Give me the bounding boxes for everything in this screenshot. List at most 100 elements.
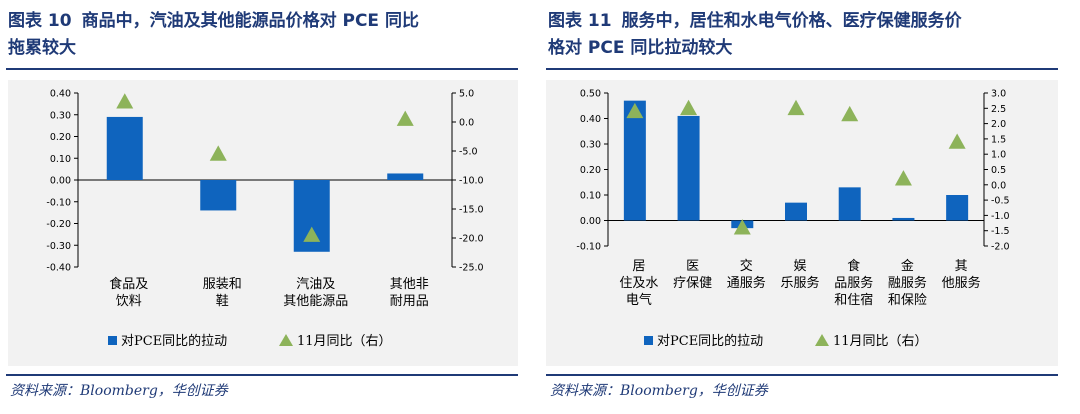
left-tick-label: -0.40	[46, 263, 71, 274]
left-tick-label: -0.30	[46, 241, 71, 252]
chart-title: 图表 10 商品中，汽油及其他能源品价格对 PCE 同比 拖累较大	[8, 8, 419, 62]
category-label: 他服务	[942, 275, 981, 291]
category-label: 汽油及	[296, 277, 335, 292]
legend-triangle-swatch	[279, 334, 293, 346]
triangle-marker	[787, 99, 805, 116]
title-line-2: 拖累较大	[8, 38, 76, 58]
category-label: 耐用品	[390, 294, 429, 309]
left-tick-label: 0.40	[50, 89, 71, 100]
legend-triangle-label: 11月同比（右）	[833, 334, 928, 349]
right-tick-label: 1.0	[991, 150, 1006, 161]
source-rule	[546, 374, 1058, 376]
bar	[200, 180, 237, 211]
left-tick-label: 0.40	[580, 114, 601, 125]
bar	[838, 187, 861, 221]
title-rule	[546, 68, 1058, 70]
right-tick-label: 2.0	[991, 119, 1006, 130]
category-label: 融服务	[888, 275, 927, 291]
bar	[623, 100, 646, 221]
bar	[677, 115, 700, 221]
plot-background	[8, 80, 518, 366]
chart-svg: 0.50 0.40 0.30 0.20 0.10 0.00 -0.10 3.0 2.5 2.0 1.…	[576, 89, 1010, 350]
category-label: 和保险	[888, 293, 927, 308]
right-tick-label: 0.5	[991, 165, 1006, 176]
left-tick-label: -0.10	[576, 242, 601, 253]
triangle-marker	[948, 133, 966, 149]
triangle-marker	[680, 99, 698, 116]
left-tick-label: 0.00	[580, 216, 601, 227]
left-tick-label: 0.10	[580, 191, 601, 202]
category-label: 乐服务	[780, 275, 819, 291]
chart-svg: 0.40 0.30 0.20 0.10 0.00 -0.10 -0.20 -0.30 -0.40…	[46, 89, 484, 350]
bar	[387, 173, 424, 180]
right-tick-label: 0.0	[459, 118, 474, 129]
legend-bar-label: 对PCE同比的拉动	[657, 333, 763, 349]
triangle-marker	[209, 145, 227, 161]
triangle-marker	[733, 219, 751, 235]
category-label: 娱	[793, 259, 806, 274]
category-label: 其他能源品	[283, 294, 348, 309]
source-note: 资料来源：Bloomberg，华创证券	[10, 383, 228, 399]
figure-number: 图表 10	[8, 11, 72, 31]
category-label: 食	[847, 258, 860, 274]
category-label: 食品及	[109, 276, 148, 292]
right-tick-label: -5.0	[459, 147, 478, 158]
bar	[785, 202, 807, 221]
right-tick-label: -1.5	[991, 226, 1010, 237]
category-label: 金	[901, 258, 914, 274]
left-tick-label: -0.20	[46, 219, 71, 230]
left-tick-label: 0.30	[580, 140, 601, 151]
right-tick-label: -25.0	[459, 263, 484, 274]
category-label: 疗保健	[673, 276, 712, 291]
chart-panel-2: 图表 11 服务中，居住和水电气价格、医疗保健服务价 格对 PCE 同比拉动较大 …	[540, 0, 1080, 414]
triangle-marker	[841, 105, 859, 122]
right-tick-label: -20.0	[459, 234, 484, 245]
right-tick-label: 1.5	[991, 134, 1006, 145]
chart-panel-1: 图表 10 商品中，汽油及其他能源品价格对 PCE 同比 拖累较大 0.40 0.3…	[0, 0, 524, 414]
right-tick-label: 2.5	[991, 104, 1006, 115]
legend-triangle-label: 11月同比（右）	[297, 334, 392, 349]
category-label: 品服务	[834, 275, 873, 291]
left-tick-label: 0.20	[580, 165, 601, 176]
title-rule	[6, 68, 518, 70]
source-rule	[6, 374, 518, 376]
triangle-marker	[626, 102, 644, 119]
legend-triangle-swatch	[815, 334, 829, 346]
left-tick-label: 0.50	[580, 89, 601, 100]
bar	[946, 195, 969, 221]
figure-number: 图表 11	[548, 11, 612, 31]
chart-title: 图表 11 服务中，居住和水电气价格、医疗保健服务价 格对 PCE 同比拉动较大	[548, 8, 962, 62]
category-label: 服装和	[203, 277, 242, 292]
left-tick-label: 0.30	[50, 110, 71, 121]
category-label: 鞋	[216, 293, 229, 309]
legend-bar-swatch	[644, 336, 653, 345]
category-label: 交	[740, 258, 753, 274]
right-tick-label: 0.0	[991, 180, 1006, 191]
category-label: 其他非	[390, 277, 429, 292]
category-label: 医	[686, 259, 699, 274]
left-tick-label: 0.10	[50, 154, 71, 165]
category-label: 住及水	[619, 276, 658, 291]
title-line-1: 图表 10 商品中，汽油及其他能源品价格对 PCE 同比	[8, 8, 419, 35]
right-tick-label: -15.0	[459, 205, 484, 216]
right-tick-label: -0.5	[991, 196, 1010, 207]
triangle-marker	[116, 93, 134, 109]
right-tick-label: -10.0	[459, 176, 484, 187]
legend-bar-swatch	[108, 336, 117, 345]
right-tick-label: -2.0	[991, 242, 1010, 253]
title-line-2: 格对 PCE 同比拉动较大	[548, 38, 733, 58]
triangle-marker	[894, 170, 912, 186]
bar	[892, 217, 915, 221]
right-tick-label: 5.0	[459, 89, 474, 100]
title-text: 服务中，居住和水电气价格、医疗保健服务价	[621, 11, 962, 31]
category-label: 其	[955, 259, 968, 274]
title-line-1: 图表 11 服务中，居住和水电气价格、医疗保健服务价	[548, 8, 962, 35]
title-text: 商品中，汽油及其他能源品价格对 PCE 同比	[81, 11, 419, 31]
left-tick-label: 0.00	[50, 176, 71, 187]
left-tick-label: 0.20	[50, 132, 71, 143]
category-label: 居	[632, 259, 645, 274]
source-note: 资料来源：Bloomberg，华创证券	[550, 383, 768, 399]
category-label: 通服务	[727, 275, 766, 291]
triangle-marker	[303, 226, 321, 242]
legend-bar-label: 对PCE同比的拉动	[121, 333, 227, 349]
